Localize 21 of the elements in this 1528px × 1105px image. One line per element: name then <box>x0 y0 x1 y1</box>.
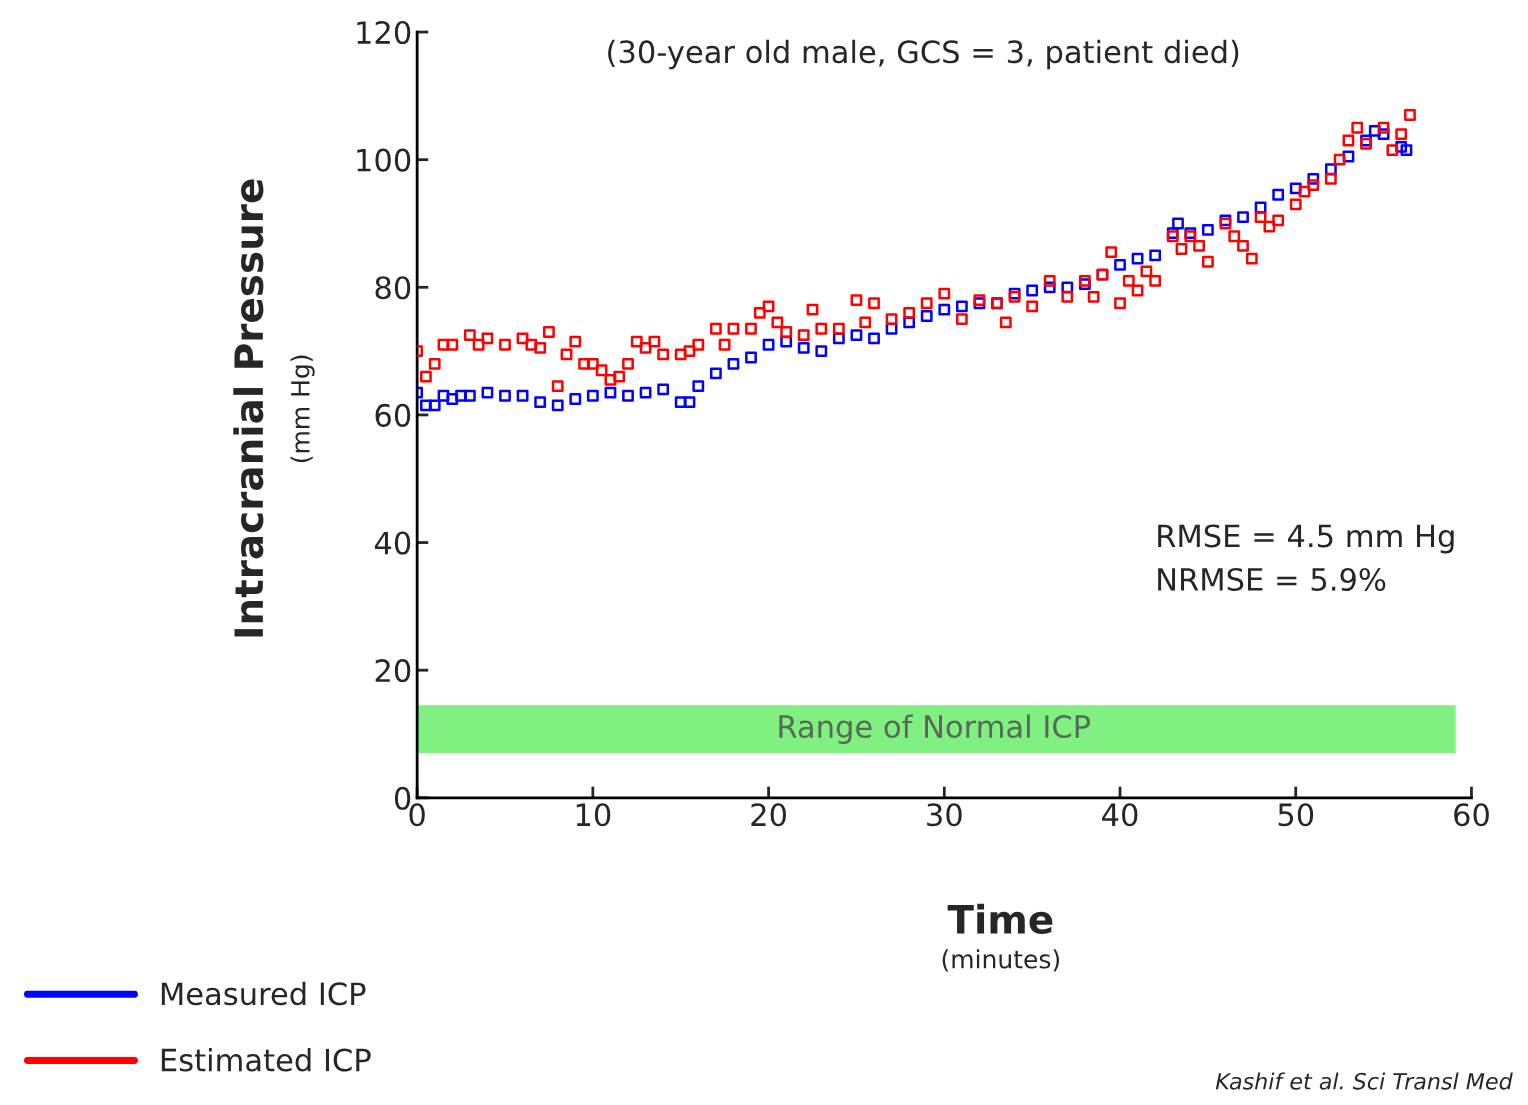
y-tick-label: 60 <box>375 403 411 427</box>
y-axis-title: Intracranial Pressure (mm Hg) <box>233 179 315 637</box>
x-axis-title: Time (minutes) <box>942 903 1060 972</box>
y-tick-label: 40 <box>374 531 411 555</box>
text: Kashif et al. Sci Transl Med <box>1215 1072 1513 1090</box>
legend-label: Measured ICP <box>161 981 366 1006</box>
y-tick-label: 20 <box>375 659 411 683</box>
x-tick-label: 30 <box>927 803 962 827</box>
x-tick-label: 20 <box>751 803 786 827</box>
annotation: RMSE = 4.5 mm Hg NRMSE = 5.9% <box>1158 524 1454 592</box>
y-tick-label: 100 <box>357 148 411 172</box>
y-tick-label: 120 <box>357 20 411 45</box>
band-label: Range of Normal ICP <box>779 714 1091 744</box>
chart-title: (30-year old male, GCS = 3, patient died) <box>608 39 1239 70</box>
x-tick-label: 50 <box>1278 803 1314 827</box>
y-tick-label: 0 <box>394 786 411 810</box>
x-tick-label: 60 <box>1454 803 1489 827</box>
legend-label: Estimated ICP <box>161 1047 371 1072</box>
x-tick-label: 10 <box>576 803 611 827</box>
y-tick-label: 80 <box>375 276 411 300</box>
x-tick-label: 40 <box>1102 803 1138 827</box>
